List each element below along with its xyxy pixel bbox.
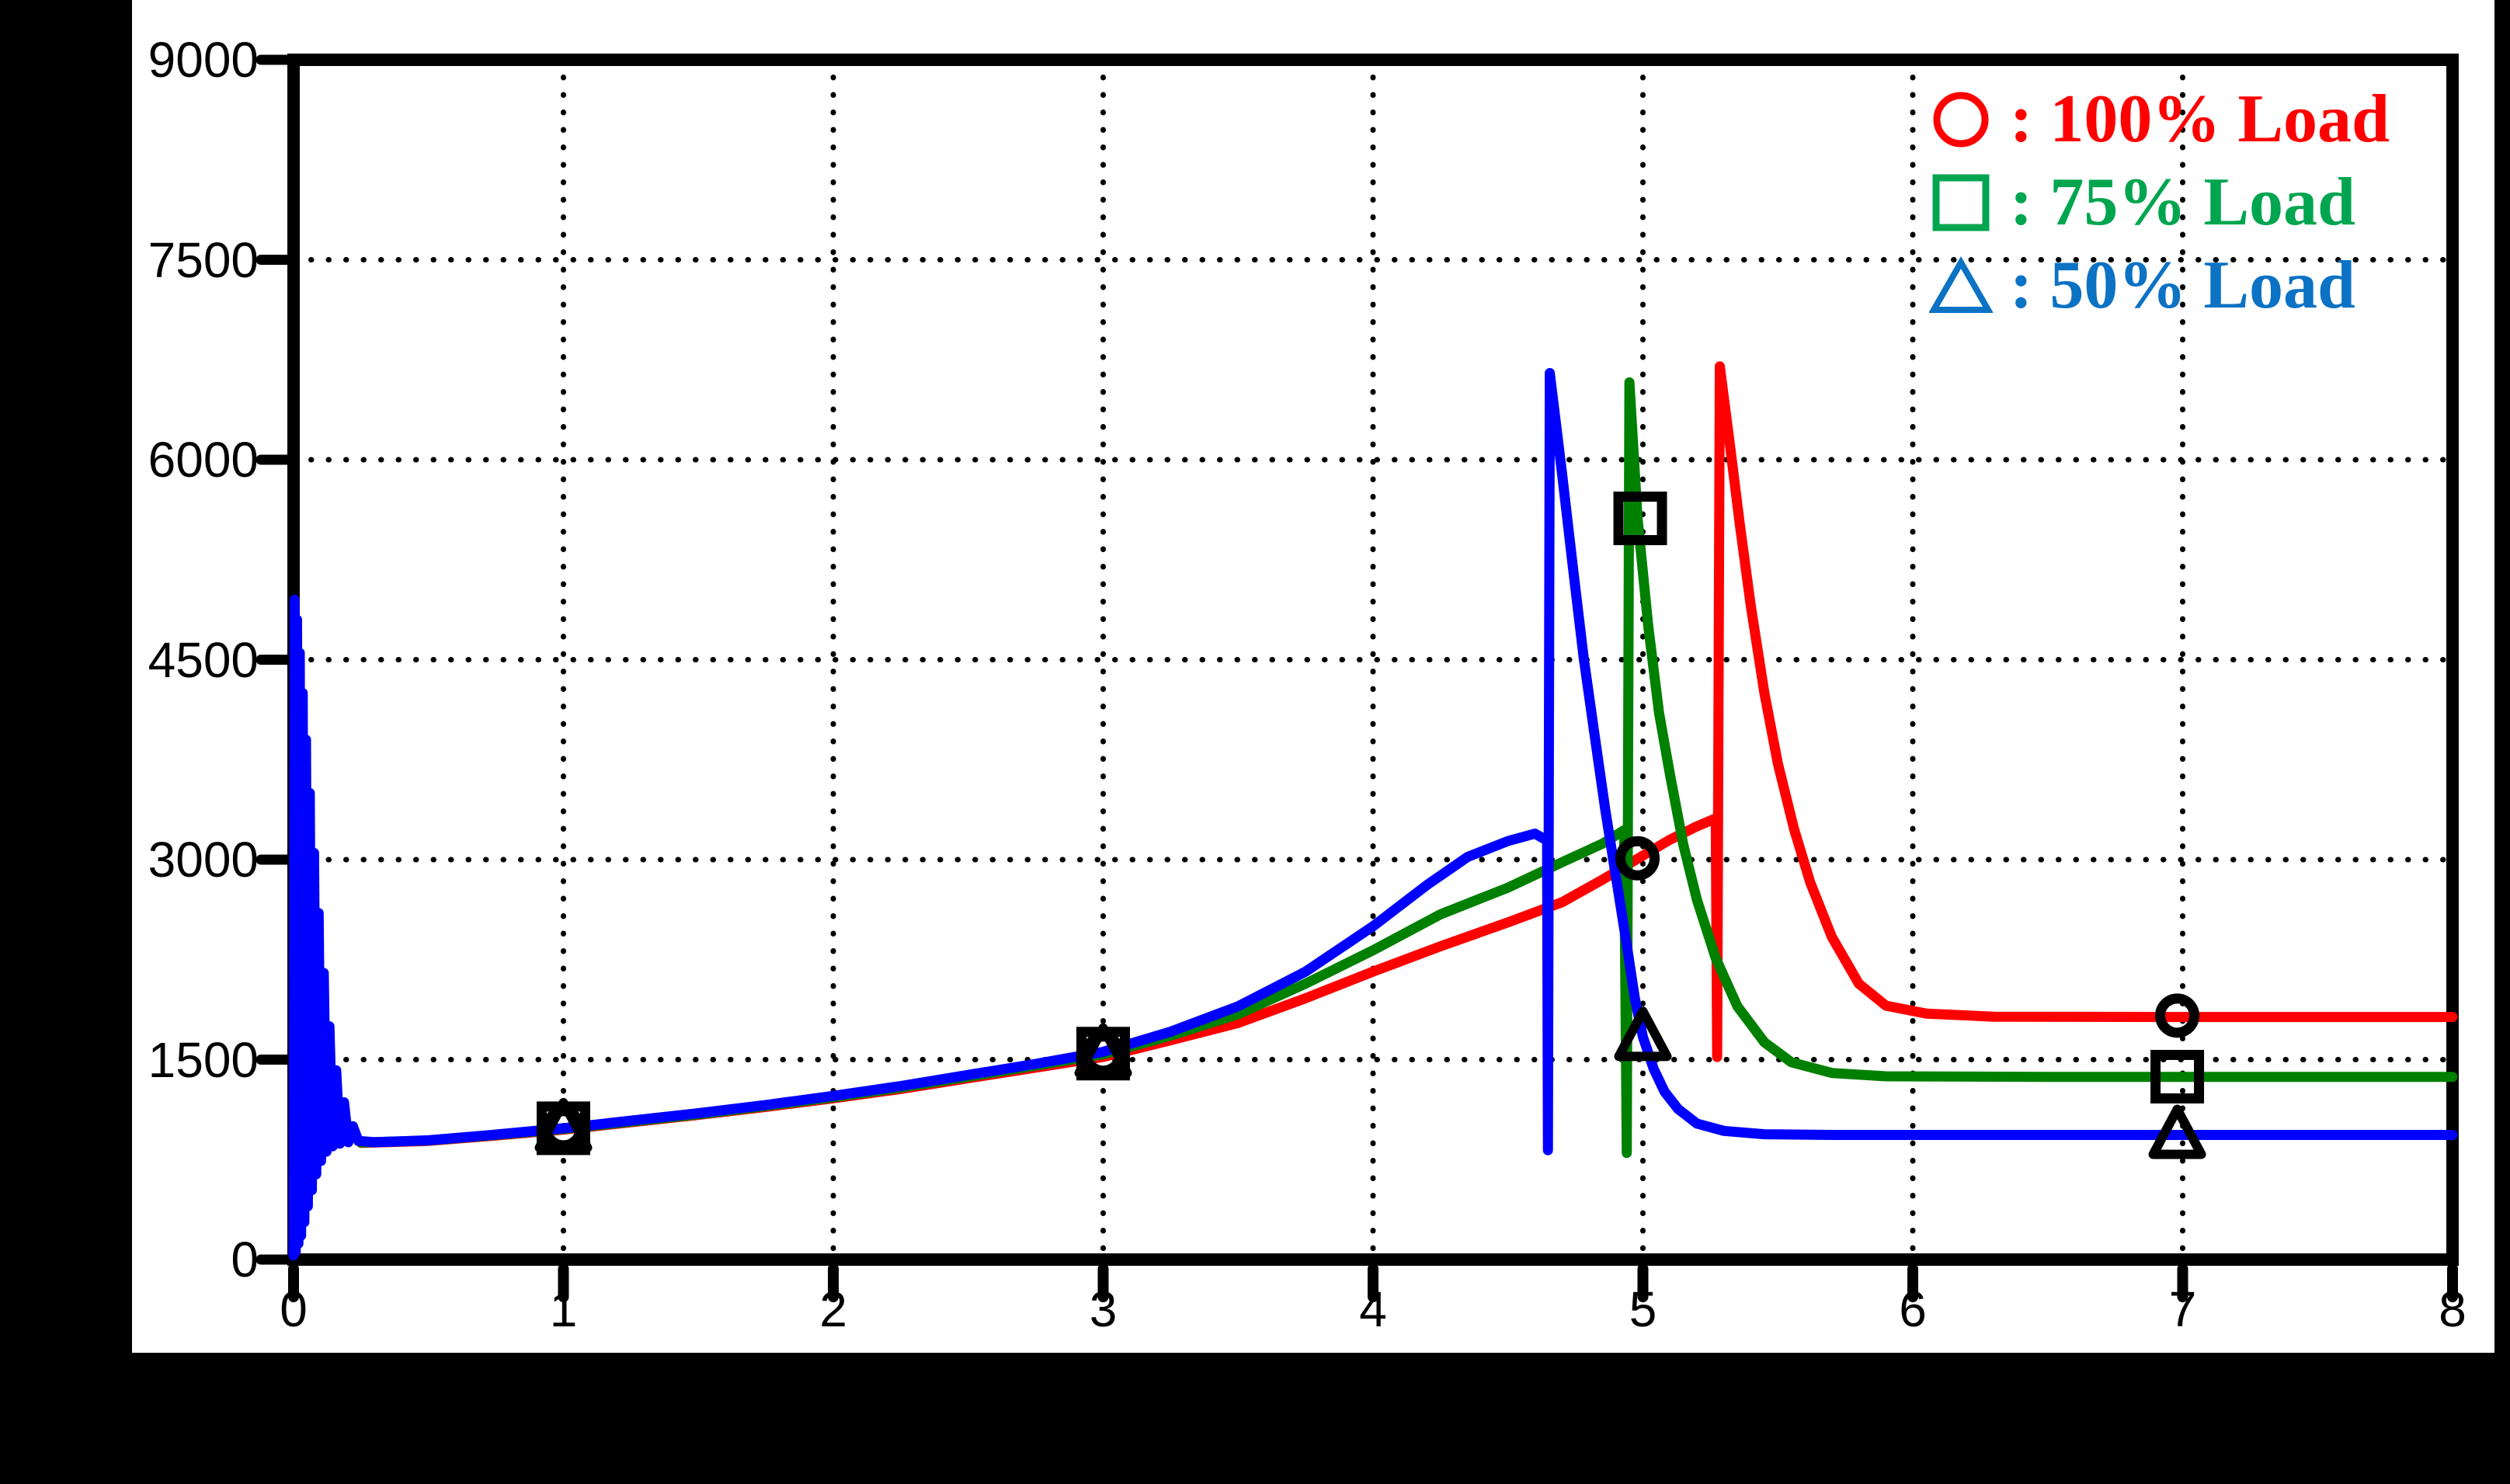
legend-separator: : [2010,248,2033,323]
legend-separator: : [2010,165,2033,240]
circle-icon [1933,92,1989,147]
series-line-50-load [288,367,2458,1261]
legend-row-50-load: : 50% Load [1929,244,2390,327]
circle-marker [2155,993,2200,1038]
legend-row-100-load: : 100% Load [1929,78,2390,161]
circle-marker [1615,836,1660,881]
data-point-markers [534,492,2206,1159]
triangle-icon [1929,255,1993,313]
axis-ticks [256,54,2458,1302]
legend-label-50-load: 50% Load [2049,248,2355,323]
legend-label-100-load: 100% Load [2049,82,2390,157]
square-icon [1932,174,1990,231]
legend-row-75-load: : 75% Load [1929,161,2390,244]
series-line-75-load [356,377,2458,1159]
series-line-100-load [356,361,2458,1149]
triangle-marker [1614,1006,1672,1062]
triangle-marker [534,1097,593,1152]
triangle-marker [1074,1023,1132,1078]
legend-separator: : [2010,82,2033,157]
triangle-marker [2148,1104,2206,1159]
square-marker [1613,492,1667,546]
legend: : 100% Load : 75% Load : 50% Load [1929,78,2390,327]
legend-label-75-load: 75% Load [2049,165,2355,240]
square-marker [2150,1049,2205,1103]
gridlines [290,57,2456,1263]
